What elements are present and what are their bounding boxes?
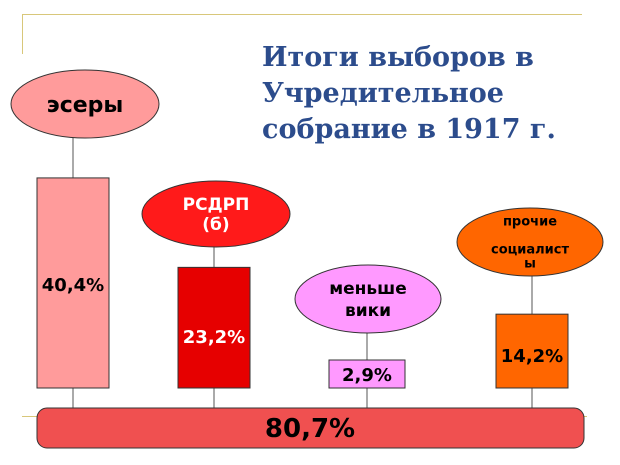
bar bbox=[177, 266, 251, 389]
value-label: 2,9% bbox=[342, 365, 392, 386]
value-label: 14,2% bbox=[501, 346, 563, 367]
bar bbox=[328, 359, 406, 389]
category-oval bbox=[141, 180, 291, 248]
category-label: (б) bbox=[202, 215, 229, 235]
category-label: меньше bbox=[329, 279, 407, 299]
category-label: эсеры bbox=[47, 93, 124, 118]
value-label: 40,4% bbox=[42, 275, 104, 296]
category-oval bbox=[294, 264, 442, 334]
frame-left-line bbox=[22, 14, 23, 54]
category-oval bbox=[10, 69, 160, 139]
category-label: социалист bbox=[491, 243, 569, 258]
total-label: 80,7% bbox=[265, 414, 355, 444]
category-label: ы bbox=[524, 257, 536, 272]
category-label: РСДРП bbox=[183, 195, 250, 215]
bar bbox=[36, 177, 110, 389]
category-oval bbox=[456, 207, 604, 277]
frame-top-line bbox=[22, 14, 582, 15]
category-label: прочие bbox=[503, 215, 557, 230]
bar bbox=[495, 313, 569, 389]
chart-title: Итоги выборов в Учредительное собрание в… bbox=[262, 42, 556, 145]
total-bar bbox=[36, 407, 585, 449]
category-label: вики bbox=[345, 301, 391, 321]
value-label: 23,2% bbox=[183, 327, 245, 348]
